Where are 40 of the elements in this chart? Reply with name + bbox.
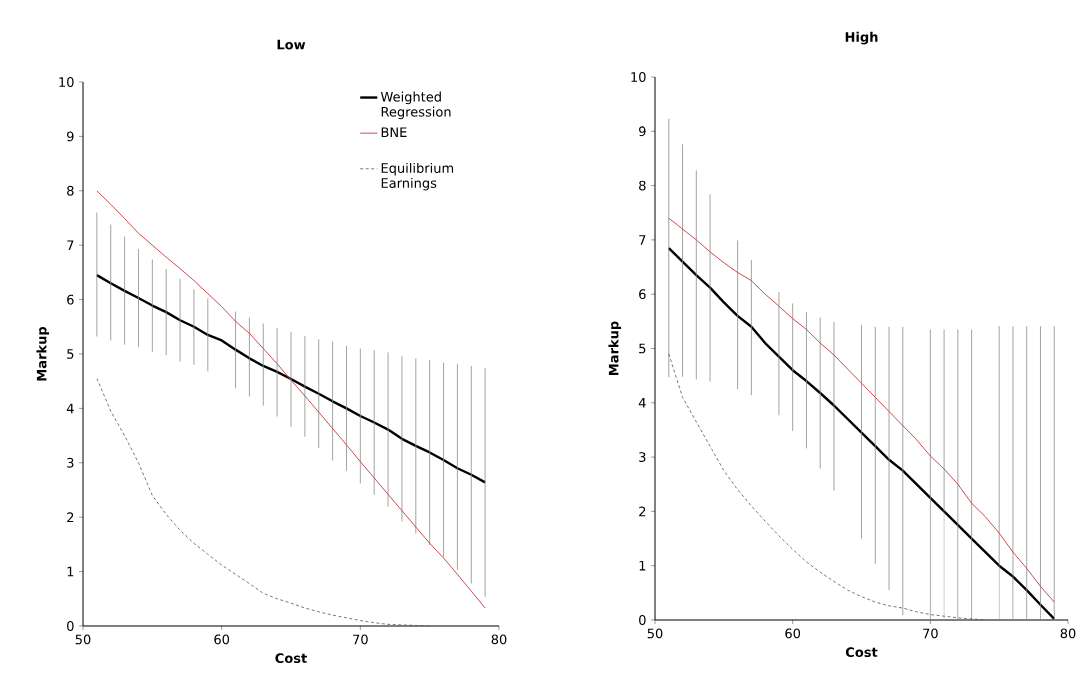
y-tick-label: 2 <box>639 506 646 517</box>
y-tick-label: 4 <box>66 403 74 414</box>
x-tick-label: 70 <box>923 628 938 639</box>
chart-title: High <box>845 31 878 45</box>
y-tick-label: 6 <box>67 294 74 305</box>
y-tick-label: 10 <box>59 77 74 87</box>
y-tick-label: 7 <box>639 235 646 245</box>
x-tick-label: 50 <box>75 634 91 645</box>
y-tick-label: 10 <box>631 72 646 82</box>
chart-title: Low <box>277 39 306 50</box>
x-axis-title: Cost <box>845 647 878 658</box>
y-axis-title: Markup <box>608 321 622 375</box>
y-tick-label: 1 <box>67 566 74 577</box>
y-tick-label: 3 <box>639 452 646 463</box>
y-tick-label: 8 <box>639 180 646 191</box>
y-tick-label: 9 <box>67 131 74 142</box>
y-tick-label: 0 <box>67 621 74 631</box>
x-axis-title: Cost <box>275 653 307 664</box>
x-tick-label: 80 <box>1060 628 1076 639</box>
y-tick-label: 3 <box>67 457 74 468</box>
y-tick-label: 8 <box>67 185 74 196</box>
y-tick-label: 1 <box>639 560 646 571</box>
y-axis-title: Markup <box>36 326 50 381</box>
x-tick-label: 70 <box>353 634 368 645</box>
y-tick-label: 2 <box>67 512 74 523</box>
y-tick-label: 6 <box>639 289 646 300</box>
legend-label: BNE <box>381 127 407 137</box>
y-tick-label: 9 <box>639 126 646 137</box>
x-tick-label: 80 <box>491 634 507 645</box>
x-tick-label: 60 <box>785 628 801 639</box>
x-tick-label: 60 <box>214 634 230 645</box>
y-tick-label: 0 <box>639 615 646 625</box>
y-tick-label: 7 <box>67 240 74 250</box>
y-tick-label: 5 <box>67 349 74 359</box>
x-tick-label: 50 <box>647 628 663 639</box>
legend-label: Weighted Regression <box>380 91 451 120</box>
y-tick-label: 4 <box>638 398 646 408</box>
legend-label: Equilibrium Earnings <box>381 162 454 191</box>
y-tick-label: 5 <box>639 343 646 354</box>
line-series <box>95 273 487 484</box>
